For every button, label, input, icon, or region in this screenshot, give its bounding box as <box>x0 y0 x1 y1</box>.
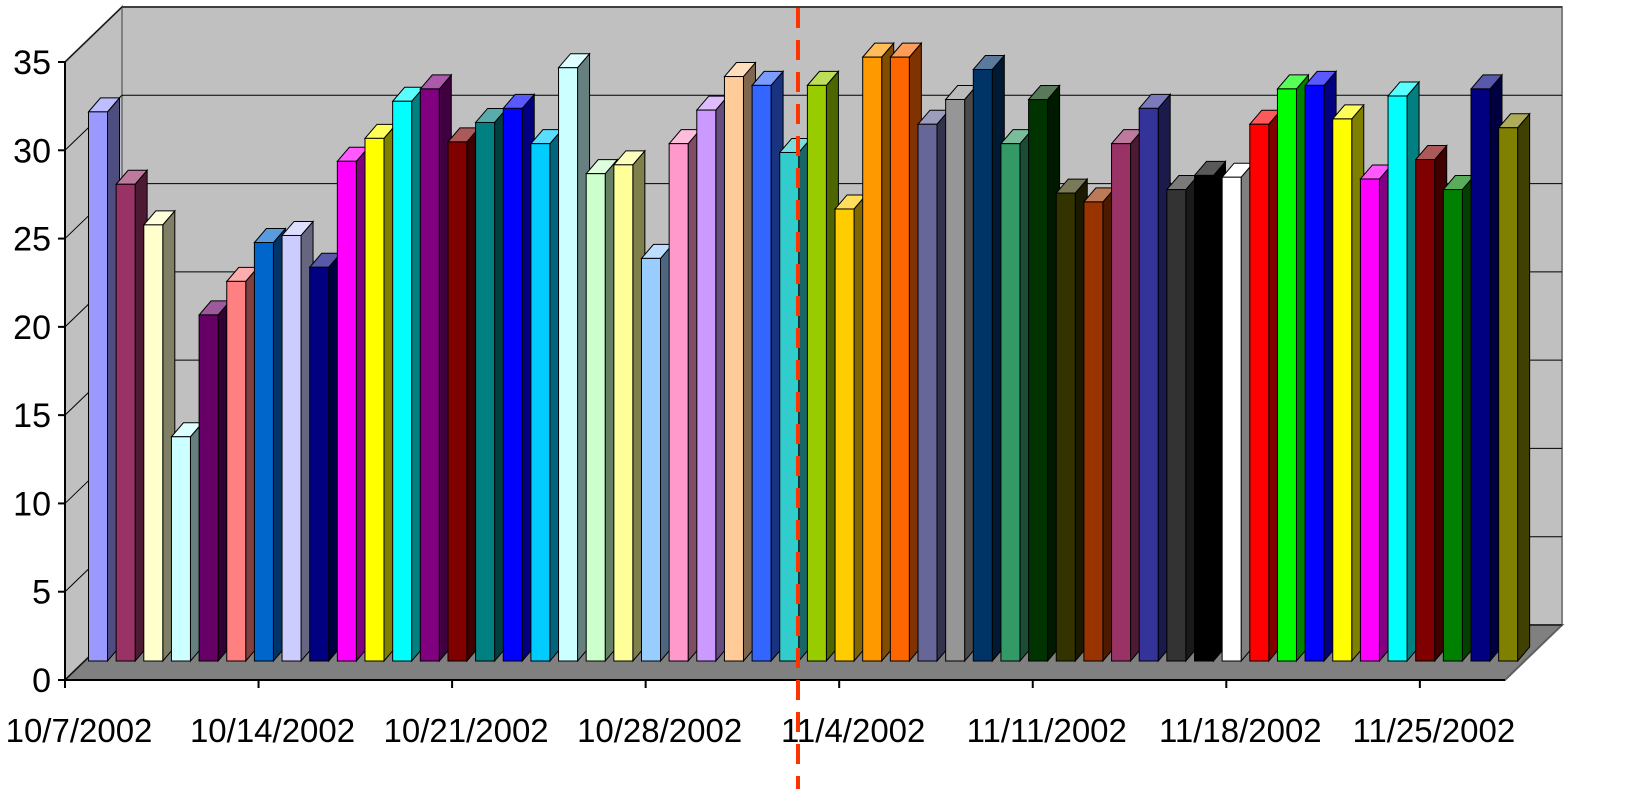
bar <box>170 436 191 662</box>
bar <box>1470 88 1491 662</box>
bar <box>641 257 661 662</box>
bar <box>309 266 330 662</box>
bar <box>392 100 413 662</box>
x-tick-label: 10/21/2002 <box>384 712 549 749</box>
bar-side <box>1517 112 1531 663</box>
bar <box>889 56 910 662</box>
y-tick-label: 25 <box>13 221 51 259</box>
y-tick-label: 15 <box>13 397 51 435</box>
bar <box>945 99 966 662</box>
bar <box>1498 127 1519 662</box>
bar <box>1166 189 1187 662</box>
bar <box>530 143 551 662</box>
bar <box>198 314 219 662</box>
bar <box>1000 143 1021 662</box>
bar <box>1332 118 1353 662</box>
bar <box>475 121 496 662</box>
bar <box>1249 123 1270 662</box>
bar <box>1359 178 1380 662</box>
bar <box>1083 201 1104 662</box>
bar <box>779 151 800 662</box>
bar <box>419 88 440 662</box>
bar <box>751 84 772 662</box>
bar <box>1304 84 1325 662</box>
axes: 0 5 10 15 20 25 30 35 10/7/2002 10/14/2002 10/21/2… <box>6 44 1516 749</box>
bar <box>696 109 717 662</box>
bar <box>1028 99 1049 662</box>
bar <box>1055 192 1076 662</box>
y-tick-label: 20 <box>13 309 51 347</box>
bars <box>87 41 1531 663</box>
bar <box>447 141 468 662</box>
x-tick-label: 11/4/2002 <box>781 712 925 749</box>
y-tick-label: 30 <box>13 132 51 170</box>
bar <box>972 68 993 662</box>
x-tick-label: 10/7/2002 <box>6 712 153 749</box>
bar <box>1276 88 1297 662</box>
x-tick-label: 10/14/2002 <box>190 712 355 749</box>
bar <box>723 76 744 662</box>
bar <box>917 123 938 662</box>
y-tick-label: 10 <box>13 485 51 523</box>
bar <box>1221 176 1242 662</box>
bar <box>281 234 302 662</box>
bar <box>585 173 606 662</box>
bar <box>336 160 357 662</box>
bar <box>115 183 136 662</box>
bar <box>1138 107 1159 662</box>
bar <box>613 164 634 662</box>
bar <box>558 67 579 662</box>
bar <box>668 143 689 662</box>
bar <box>806 84 827 662</box>
bar <box>253 242 274 662</box>
bar <box>364 137 385 662</box>
bar <box>1387 95 1408 662</box>
x-tick-label: 11/25/2002 <box>1352 712 1515 749</box>
bar <box>1111 143 1132 662</box>
bar <box>1442 189 1463 662</box>
y-tick-label: 5 <box>32 574 51 612</box>
bar <box>834 208 855 662</box>
bar <box>143 224 164 662</box>
x-tick-label: 11/11/2002 <box>967 712 1127 749</box>
x-tick-label: 11/18/2002 <box>1159 712 1322 749</box>
bar <box>502 107 523 662</box>
bar <box>1415 159 1436 662</box>
x-tick-label: 10/28/2002 <box>577 712 742 749</box>
bar <box>862 56 883 662</box>
grid-line <box>64 6 123 63</box>
bar <box>226 280 247 662</box>
y-tick-label: 35 <box>13 44 51 82</box>
bar <box>1194 174 1214 662</box>
y-tick-label: 0 <box>32 662 51 700</box>
bar <box>88 111 108 662</box>
